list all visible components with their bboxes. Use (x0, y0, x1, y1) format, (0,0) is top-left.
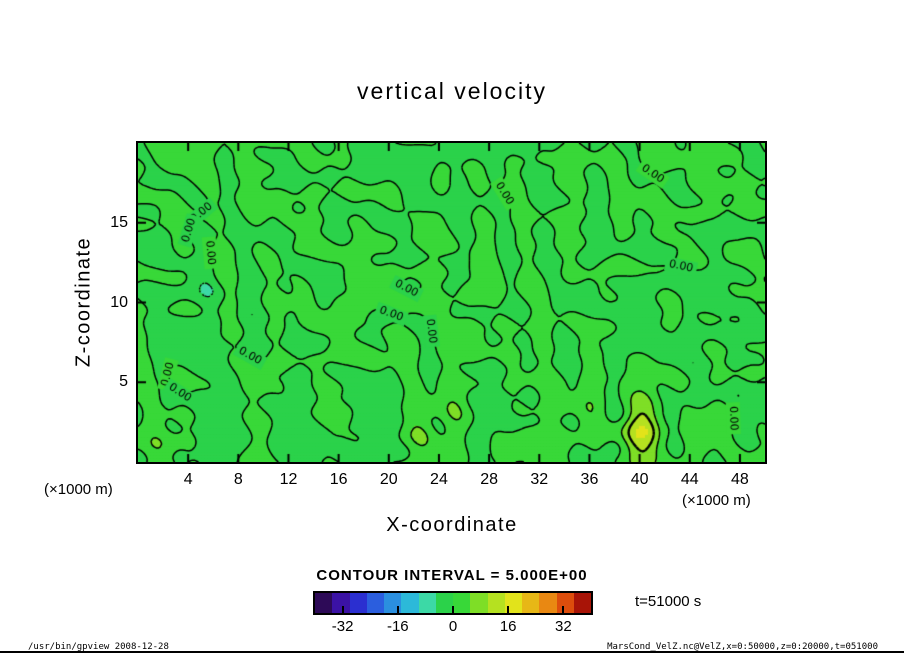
footer-command: /usr/bin/gpview 2008-12-28 (28, 642, 169, 652)
colorbar-tick-label: 16 (499, 618, 517, 635)
colorbar-tick-label: -16 (386, 618, 409, 635)
colorbar (313, 591, 593, 615)
time-annotation: t=51000 s (635, 593, 702, 610)
colorbar-band (401, 593, 419, 613)
colorbar-tick (396, 606, 399, 613)
contour-field-canvas (138, 143, 765, 462)
z-axis-unit: (×1000 m) (44, 481, 113, 498)
x-axis-unit: (×1000 m) (682, 492, 751, 509)
x-tick-label: 28 (480, 471, 499, 488)
colorbar-tick-label: 0 (448, 618, 458, 635)
colorbar-band (435, 593, 453, 613)
colorbar-band (573, 593, 591, 613)
colorbar-tick-label: -32 (331, 618, 354, 635)
colorbar-band (366, 593, 384, 613)
colorbar-band (470, 593, 488, 613)
z-tick-label: 5 (119, 373, 128, 391)
contour-interval-text: CONTOUR INTERVAL = 5.000E+00 (316, 567, 588, 584)
colorbar-band (522, 593, 540, 613)
colorbar-tick (507, 606, 510, 613)
x-tick-label: 16 (329, 471, 348, 488)
colorbar-band (453, 593, 471, 613)
x-tick-label: 8 (233, 471, 243, 488)
plot-title: vertical velocity (357, 78, 547, 104)
z-tick-label: 15 (110, 213, 128, 231)
colorbar-tick-label: 32 (555, 618, 572, 635)
colorbar-band (556, 593, 574, 613)
plot-frame (136, 141, 767, 464)
colorbar-tick (452, 606, 454, 613)
x-tick-label: 36 (580, 471, 599, 488)
colorbar-band (349, 593, 367, 613)
x-tick-label: 12 (279, 471, 298, 488)
colorbar-band (332, 593, 350, 613)
z-tick-label: 10 (110, 293, 128, 311)
bottom-rule (0, 651, 904, 653)
colorbar-band (487, 593, 505, 613)
x-tick-label: 4 (183, 471, 193, 488)
x-tick-label: 32 (530, 471, 549, 488)
x-tick-label: 20 (379, 471, 398, 488)
colorbar-band (418, 593, 436, 613)
colorbar-tick (562, 606, 565, 613)
footer-file-info: MarsCond_VelZ.nc@VelZ,x=0:50000,z=0:2000… (607, 642, 878, 652)
x-tick-label: 44 (680, 471, 699, 488)
colorbar-band (539, 593, 557, 613)
x-tick-label: 40 (630, 471, 649, 488)
colorbar-tick (341, 606, 344, 613)
x-tick-label: 24 (430, 471, 448, 488)
x-axis-label: X-coordinate (386, 514, 518, 536)
x-tick-label: 48 (731, 471, 749, 488)
colorbar-band (315, 593, 333, 613)
